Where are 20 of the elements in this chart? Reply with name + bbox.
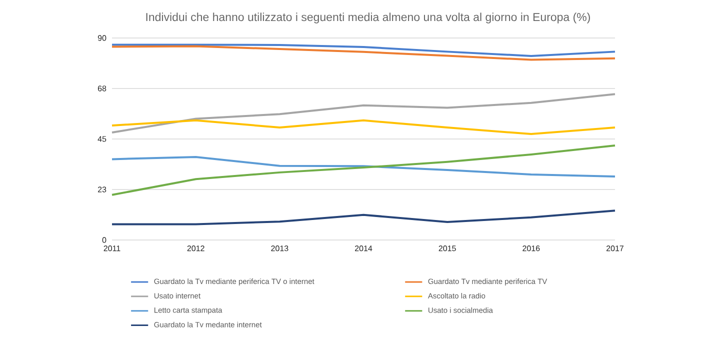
x-tick-label: 2015: [438, 246, 456, 252]
x-tick-label: 2013: [271, 246, 288, 252]
x-tick-label: 2016: [522, 246, 540, 252]
x-tick-label: 2011: [104, 246, 120, 252]
line-series: [111, 44, 616, 57]
y-tick-label: 90: [98, 35, 106, 41]
line-series: [111, 144, 616, 196]
x-tick-label: 2017: [606, 246, 624, 252]
chart-title: Individui che hanno utilizzato i seguenti media almeno una volta al giorno in Europa (%): [146, 12, 590, 24]
y-tick-label: 68: [98, 86, 106, 92]
x-tick-label: 2012: [187, 246, 204, 252]
line-series: [111, 93, 616, 134]
line-series: [111, 45, 616, 61]
line-series: [111, 156, 616, 178]
line-series: [111, 210, 616, 226]
line-series: [111, 119, 616, 136]
y-tick-label: 0: [102, 237, 106, 243]
y-tick-label: 23: [98, 186, 106, 192]
y-tick-label: 45: [98, 136, 106, 142]
x-tick-label: 2014: [355, 246, 372, 252]
